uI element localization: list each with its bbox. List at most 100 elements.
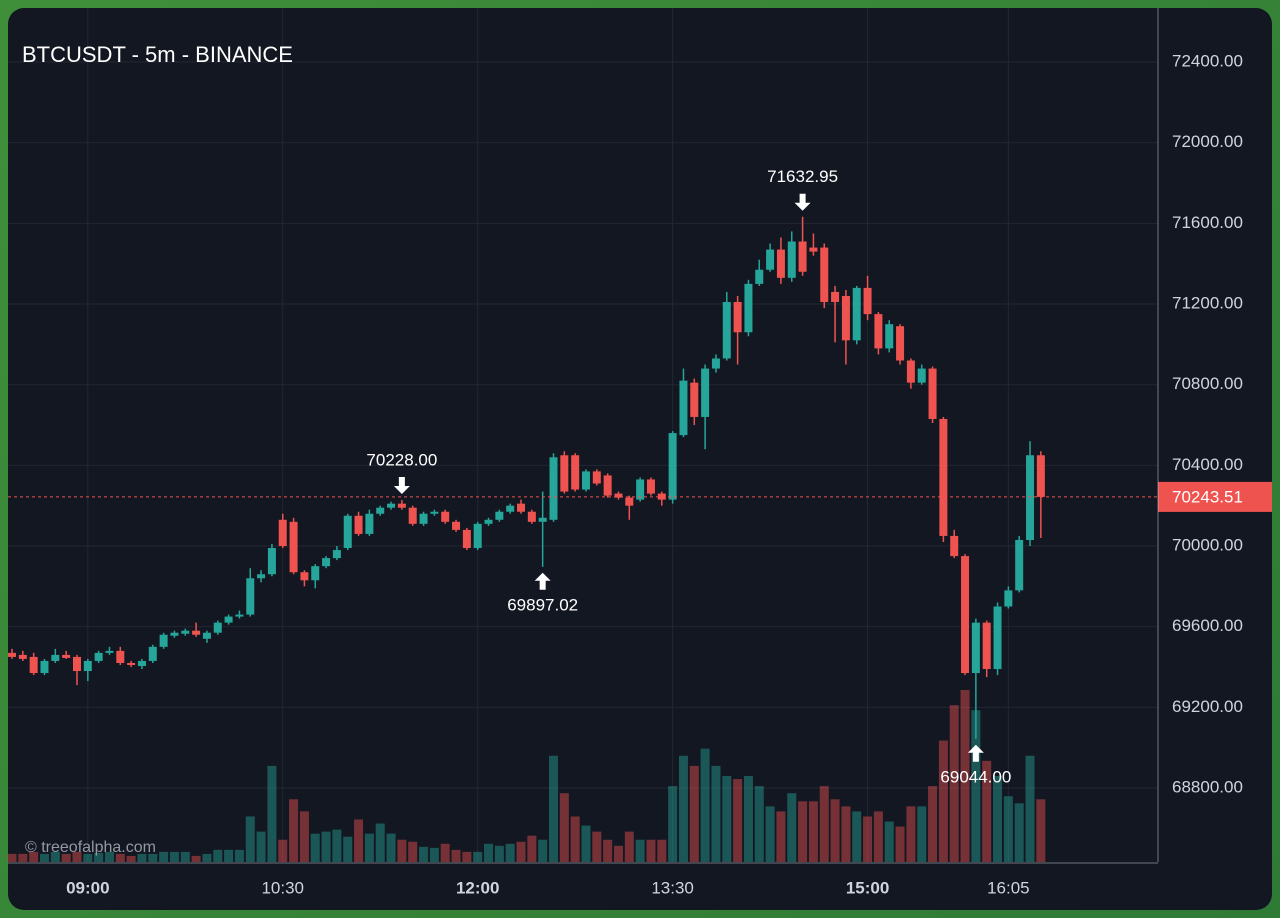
y-tick-label: 70800.00	[1172, 374, 1243, 393]
candle-body	[192, 630, 201, 635]
volume-bar	[538, 839, 548, 862]
chart-title: BTCUSDT - 5m - BINANCE	[22, 42, 293, 67]
y-tick-label: 69600.00	[1172, 616, 1243, 635]
candle-body	[462, 529, 471, 549]
volume-bar	[603, 839, 613, 862]
volume-bar	[776, 811, 786, 862]
candle-body	[376, 507, 385, 514]
candle-body	[224, 616, 233, 623]
candle-body	[874, 314, 883, 349]
volume-bar	[570, 816, 580, 862]
candle-body	[267, 548, 276, 575]
volume-bar	[321, 831, 331, 862]
candle-body	[798, 241, 807, 272]
candle-body	[863, 287, 872, 315]
candle-body	[441, 511, 450, 522]
volume-bar	[440, 843, 450, 862]
candle-body	[993, 606, 1002, 670]
annotation-arrow	[393, 477, 410, 495]
volume-bar	[808, 801, 818, 862]
volume-bar	[104, 851, 114, 862]
volume-bar	[299, 811, 309, 862]
volume-bar	[754, 786, 764, 862]
volume-bar	[722, 776, 732, 862]
candle-body	[831, 291, 840, 303]
annotation-label: 71632.95	[767, 167, 838, 186]
candle-body	[148, 646, 157, 661]
volume-bar	[678, 755, 688, 862]
candle-body	[776, 249, 785, 278]
y-tick-label: 71200.00	[1172, 294, 1243, 313]
candle-body	[820, 247, 829, 303]
volume-bar	[397, 839, 407, 862]
candle-body	[841, 295, 850, 341]
candle-body	[354, 515, 363, 534]
candle-body	[538, 517, 547, 522]
x-tick-label: 16:05	[987, 878, 1030, 897]
candle-body	[484, 519, 493, 524]
volume-bar	[1036, 799, 1046, 862]
candle-body	[332, 550, 341, 559]
volume-bar	[852, 811, 862, 862]
candle-body	[62, 654, 71, 658]
x-tick-label: 13:30	[651, 878, 694, 897]
x-tick-label: 09:00	[66, 878, 109, 897]
volume-bar	[505, 843, 515, 862]
volume-bar	[289, 799, 299, 862]
candle-body	[614, 493, 623, 498]
candle-body	[571, 455, 580, 490]
volume-bar	[343, 836, 353, 862]
candle-body	[517, 503, 526, 512]
candle-body	[235, 614, 244, 617]
candle-body	[690, 382, 699, 417]
volume-bar	[234, 849, 244, 862]
volume-bar	[83, 853, 93, 862]
y-tick-label: 70400.00	[1172, 455, 1243, 474]
y-tick-label: 72000.00	[1172, 132, 1243, 151]
volume-bar	[646, 839, 656, 862]
y-tick-label: 72400.00	[1172, 52, 1243, 71]
candle-body	[711, 358, 720, 369]
candle-body	[246, 578, 255, 615]
volume-bar	[863, 816, 873, 862]
volume-bar	[50, 851, 60, 862]
candle-body	[137, 660, 146, 666]
volume-bar	[429, 847, 439, 862]
panel	[8, 8, 1272, 910]
candle-body	[343, 515, 352, 549]
annotation-arrow	[794, 193, 811, 211]
candle-body	[950, 535, 959, 557]
volume-bar	[787, 793, 797, 862]
candle-body	[668, 433, 677, 500]
last-price-label: 70243.51	[1172, 487, 1243, 506]
annotation-arrow	[967, 744, 984, 762]
candle-body	[495, 511, 504, 520]
candle-body	[581, 471, 590, 490]
volume-bar	[592, 831, 602, 862]
candle-body	[365, 513, 374, 534]
volume-bar	[841, 806, 851, 862]
y-tick-label: 69200.00	[1172, 697, 1243, 716]
volume-bar	[180, 851, 190, 862]
volume-bar	[993, 776, 1003, 862]
volume-bar	[61, 853, 71, 862]
candle-body	[809, 247, 818, 252]
candle-body	[1036, 455, 1045, 497]
volume-bar	[1003, 796, 1013, 862]
candle-body	[549, 457, 558, 520]
volume-bar	[657, 839, 667, 862]
candle-body	[982, 622, 991, 670]
volume-bar	[94, 852, 104, 862]
candle-body	[917, 368, 926, 383]
volume-bar	[115, 853, 125, 862]
candle-body	[766, 249, 775, 270]
candle-body	[1004, 590, 1013, 607]
volume-bar	[213, 849, 223, 862]
volume-bar	[202, 853, 212, 862]
volume-bar	[668, 786, 678, 862]
volume-bar	[711, 765, 721, 862]
candle-body	[72, 656, 81, 672]
x-tick-label: 10:30	[261, 878, 304, 897]
candle-body	[722, 302, 731, 359]
